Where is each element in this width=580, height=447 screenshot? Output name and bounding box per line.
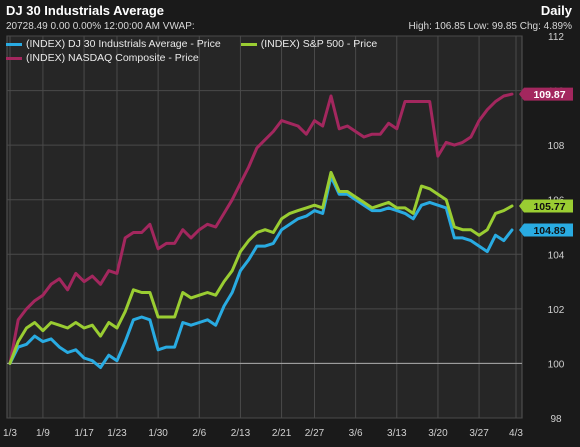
x-tick-label: 2/27 (305, 428, 325, 439)
x-tick-label: 2/21 (272, 428, 292, 439)
x-tick-label: 1/30 (148, 428, 168, 439)
x-tick-label: 1/23 (107, 428, 127, 439)
stats-line: High: 106.85 Low: 99.85 Chg: 4.89% (408, 21, 572, 32)
x-tick-label: 1/9 (36, 428, 50, 439)
djia-last-value-label: 104.89 (533, 225, 565, 237)
x-tick-label: 1/3 (3, 428, 17, 439)
chart-legend: (INDEX) DJ 30 Industrials Average - Pric… (6, 37, 397, 65)
djia-line (8, 175, 514, 369)
legend-label-djia: (INDEX) DJ 30 Industrials Average - Pric… (26, 38, 221, 50)
x-tick-label: 3/6 (349, 428, 363, 439)
nasdaq-line (8, 92, 514, 365)
y-tick-label: 108 (548, 141, 565, 152)
legend-swatch-nasdaq (6, 56, 22, 60)
plot-area (6, 35, 523, 419)
x-tick-label: 2/13 (231, 428, 251, 439)
x-tick-label: 3/20 (428, 428, 448, 439)
x-tick-label: 2/6 (192, 428, 206, 439)
djia-last-value-badge (519, 223, 573, 237)
legend-swatch-djia (6, 42, 22, 46)
legend-swatch-sp500 (240, 42, 257, 46)
y-tick-label: 100 (548, 359, 565, 370)
y-tick-label: 102 (548, 305, 565, 316)
quote-line: 20728.49 0.00 0.00% 12:00:00 AM VWAP: (6, 21, 195, 32)
x-tick-label: 3/27 (469, 428, 489, 439)
sp500-last-value-label: 105.77 (533, 201, 565, 213)
x-tick-label: 4/3 (509, 428, 523, 439)
period-selector[interactable]: Daily (540, 3, 572, 18)
y-tick-label: 104 (548, 250, 565, 261)
x-tick-label: 1/17 (74, 428, 94, 439)
legend-label-nasdaq: (INDEX) NASDAQ Composite - Price (26, 52, 199, 64)
nasdaq-last-value-badge (519, 87, 573, 101)
legend-row-2: (INDEX) NASDAQ Composite - Price (6, 51, 397, 65)
legend-item-djia[interactable]: (INDEX) DJ 30 Industrials Average - Pric… (6, 38, 221, 50)
y-tick-label: 112 (548, 32, 564, 43)
sp500-last-value-badge (519, 199, 573, 213)
legend-item-sp500[interactable]: (INDEX) S&P 500 - Price (240, 38, 378, 50)
chart-title: DJ 30 Industrials Average (6, 3, 164, 18)
nasdaq-last-value-label: 109.87 (533, 89, 565, 101)
legend-row-1: (INDEX) DJ 30 Industrials Average - Pric… (6, 37, 397, 51)
legend-item-nasdaq[interactable]: (INDEX) NASDAQ Composite - Price (6, 52, 199, 64)
sp500-line (8, 170, 514, 365)
x-tick-label: 3/13 (387, 428, 407, 439)
y-tick-label: 98 (550, 414, 562, 425)
legend-label-sp500: (INDEX) S&P 500 - Price (260, 38, 378, 50)
